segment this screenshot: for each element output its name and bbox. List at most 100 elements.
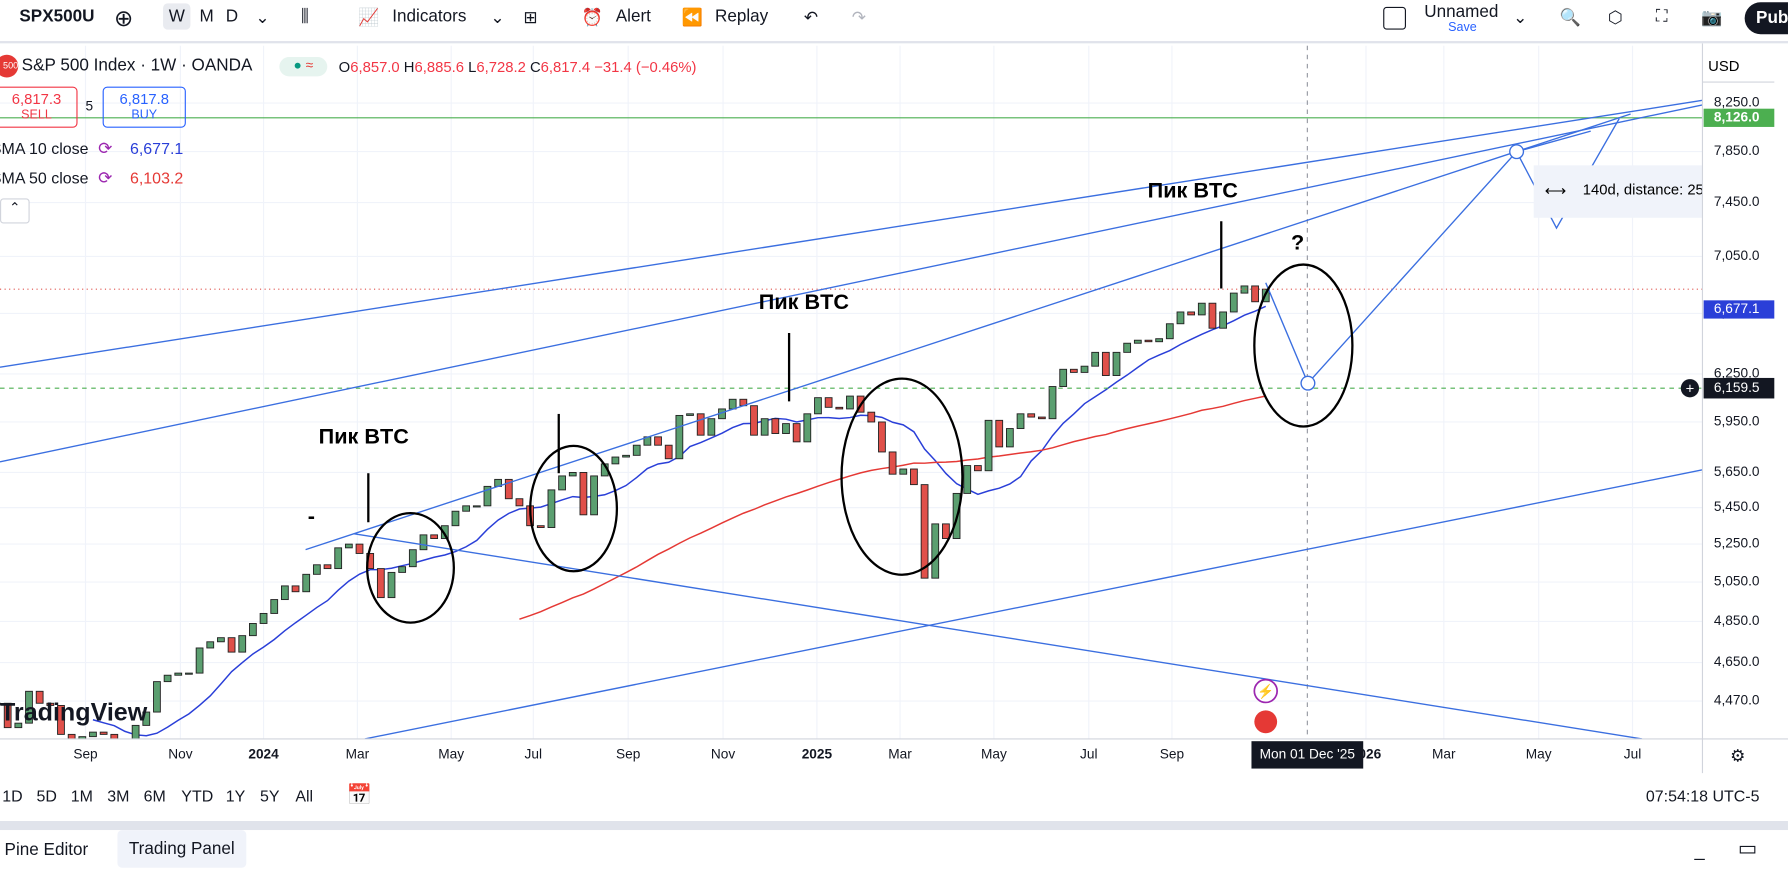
candle-body[interactable]	[579, 472, 588, 516]
candle-body[interactable]	[142, 711, 151, 726]
candle-body[interactable]	[1069, 368, 1078, 373]
candle-body[interactable]	[974, 465, 982, 472]
candle-body[interactable]	[430, 534, 439, 540]
candle-body[interactable]	[1240, 285, 1249, 294]
candle-body[interactable]	[750, 405, 758, 436]
candle-body[interactable]	[835, 406, 844, 410]
snapshot[interactable]: 📷	[1701, 7, 1723, 28]
candle-body[interactable]	[3, 702, 12, 729]
range-button[interactable]: 5Y	[259, 786, 280, 806]
chevron[interactable]: ⌄	[490, 7, 505, 28]
candle-body[interactable]	[1219, 311, 1227, 329]
ellipse[interactable]	[840, 377, 964, 576]
candle-body[interactable]	[387, 571, 396, 599]
candle-body[interactable]	[1048, 386, 1057, 420]
annotation[interactable]: Пик BTC	[759, 289, 850, 314]
candle-body[interactable]	[728, 398, 737, 410]
indicators-button[interactable]: Indicators	[392, 6, 467, 27]
candle-body[interactable]	[1037, 416, 1046, 420]
candle-body[interactable]	[67, 733, 76, 741]
candle-body[interactable]	[1112, 351, 1121, 376]
candle-body[interactable]	[451, 510, 460, 527]
candle-body[interactable]	[931, 523, 940, 579]
candle-body[interactable]	[536, 525, 545, 528]
undo[interactable]: ↶	[803, 7, 819, 28]
layout-name[interactable]: Unnamed	[1424, 2, 1499, 22]
add-button[interactable]	[1680, 379, 1700, 398]
ellipse[interactable]	[529, 444, 619, 573]
candle-body[interactable]	[1144, 339, 1153, 343]
chevron[interactable]: ⌄	[255, 7, 270, 28]
candle-body[interactable]	[910, 468, 918, 486]
range-button[interactable]: 3M	[107, 786, 130, 806]
candle-body[interactable]	[270, 599, 279, 614]
candle-body[interactable]	[46, 702, 55, 706]
anchor-point[interactable]	[1300, 375, 1316, 391]
candle-body[interactable]	[344, 543, 353, 549]
candle-body[interactable]	[376, 568, 385, 599]
candle-body[interactable]	[206, 641, 215, 649]
candle-body[interactable]	[920, 484, 929, 579]
candle-body[interactable]	[217, 637, 225, 643]
candle-body[interactable]	[195, 647, 204, 674]
annotation[interactable]: Пик BTC	[1148, 177, 1239, 202]
search[interactable]: 🔍	[1559, 7, 1582, 28]
ellipse[interactable]	[1253, 263, 1354, 428]
ellipse[interactable]	[366, 511, 455, 624]
panel-tab[interactable]: Trading Panel	[117, 830, 247, 868]
settings[interactable]: ⬡	[1607, 7, 1623, 28]
range-button[interactable]: 6M	[143, 786, 166, 806]
candle-body[interactable]	[1208, 302, 1217, 329]
candle-body[interactable]	[440, 525, 449, 540]
date-range-icon[interactable]: 📅	[346, 783, 373, 807]
status-badge[interactable]: ● ≈	[279, 57, 328, 77]
trend-line[interactable]	[353, 532, 1643, 739]
collapse-legend[interactable]: ⌃	[0, 198, 30, 224]
candle-body[interactable]	[782, 423, 790, 434]
annotation[interactable]: -	[308, 503, 315, 528]
candle-body[interactable]	[419, 534, 428, 551]
interval[interactable]: M	[199, 6, 214, 27]
minimize[interactable]: _	[1694, 841, 1705, 861]
candle-body[interactable]	[57, 704, 65, 735]
candle-body[interactable]	[153, 681, 161, 713]
replay-button[interactable]: Replay	[714, 6, 769, 27]
candle-body[interactable]	[174, 672, 183, 676]
candle-body[interactable]	[110, 733, 119, 757]
candle-body[interactable]	[99, 731, 108, 735]
candle-body[interactable]	[878, 421, 886, 453]
candle-body[interactable]	[355, 543, 364, 554]
trend-line[interactable]	[364, 469, 1703, 739]
candle-body[interactable]	[696, 413, 705, 436]
candle-body[interactable]	[771, 418, 780, 434]
range-button[interactable]: 1D	[2, 786, 23, 806]
candle-body[interactable]	[622, 454, 630, 458]
candle-body[interactable]	[558, 475, 566, 491]
candle-body[interactable]	[792, 423, 801, 443]
candle-body[interactable]	[760, 418, 769, 436]
indicator-name[interactable]: SMA 10 close	[0, 139, 89, 158]
candle-body[interactable]	[259, 612, 268, 624]
legend-title[interactable]: S&P 500 Index · 1W · OANDA	[21, 55, 253, 76]
candle-body[interactable]	[1123, 342, 1132, 353]
candle-body[interactable]	[611, 456, 620, 465]
interval[interactable]: W	[163, 3, 191, 30]
indicator-name[interactable]: SMA 50 close	[0, 168, 89, 188]
annotation[interactable]: ?	[1291, 230, 1304, 255]
range-button[interactable]: 1M	[70, 786, 93, 806]
trend-line[interactable]	[305, 113, 1631, 551]
candle-body[interactable]	[888, 451, 897, 475]
candle-body[interactable]	[664, 444, 673, 460]
candle-body[interactable]	[1155, 338, 1164, 343]
candle-body[interactable]	[238, 635, 247, 653]
candle-body[interactable]	[1101, 351, 1110, 376]
buy-button[interactable]: 6,817.8 BUY	[102, 86, 186, 128]
candle-body[interactable]	[334, 547, 343, 570]
candle-body[interactable]	[227, 637, 236, 653]
event-icon[interactable]	[1254, 710, 1278, 734]
candle-body[interactable]	[1165, 323, 1174, 340]
candle-body[interactable]	[1027, 413, 1036, 418]
range-button[interactable]: 5D	[36, 786, 57, 806]
candle-body[interactable]	[803, 413, 812, 443]
candle-body[interactable]	[1229, 292, 1238, 313]
